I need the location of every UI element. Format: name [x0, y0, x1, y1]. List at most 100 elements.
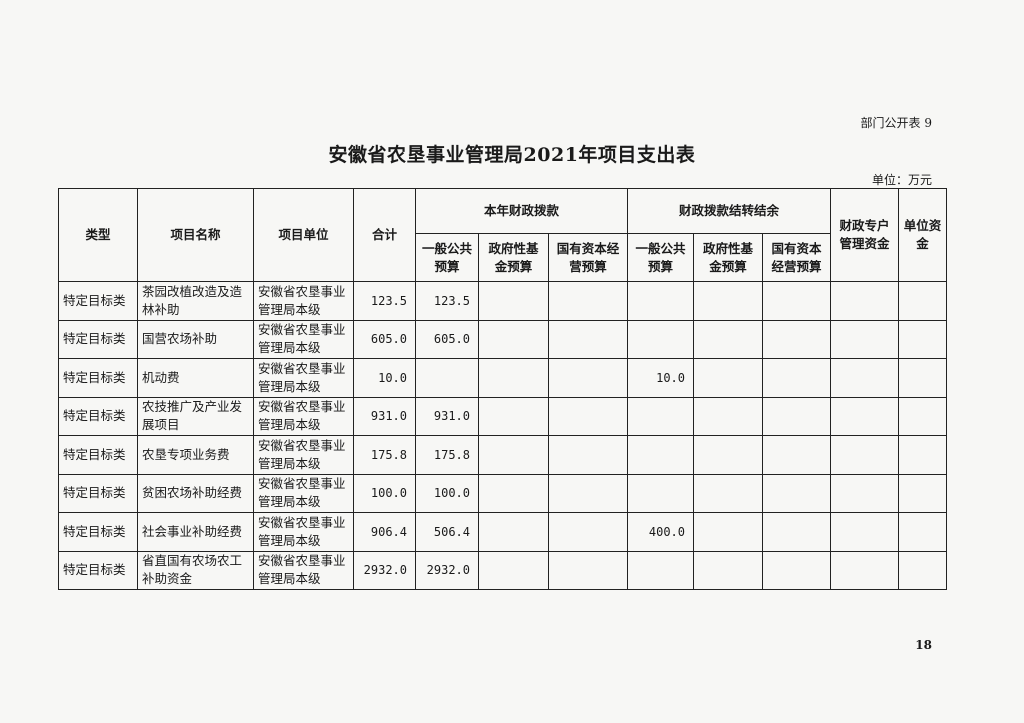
cell-unit-funds	[898, 512, 947, 552]
cell-co-general	[627, 435, 694, 475]
cell-cy-gov-fund	[478, 435, 549, 475]
cell-cy-state-capital	[548, 435, 628, 475]
cell-type: 特定目标类	[58, 319, 138, 359]
cell-cy-gov-fund	[478, 358, 549, 398]
cell-cy-gov-fund	[478, 473, 549, 513]
cell-cy-gov-fund	[478, 281, 549, 321]
cell-type: 特定目标类	[58, 396, 138, 436]
cell-cy-state-capital	[548, 358, 628, 398]
cell-project-name: 社会事业补助经费	[137, 512, 254, 552]
cell-co-gov-fund	[693, 319, 763, 359]
cell-cy-gov-fund	[478, 319, 549, 359]
unit-label: 单位：万元	[871, 173, 932, 187]
project-expenditure-table: 类型 项目名称 项目单位 合计 本年财政拨款 财政拨款结转结余 财政专户管理资金…	[58, 188, 947, 590]
cell-cy-general: 2932.0	[415, 550, 479, 590]
cell-co-state-capital	[762, 358, 831, 398]
table-row: 特定目标类 国营农场补助 安徽省农垦事业管理局本级 605.0 605.0	[58, 319, 947, 359]
header-project-name: 项目名称	[137, 188, 254, 282]
cell-cy-general: 506.4	[415, 512, 479, 552]
cell-cy-general: 100.0	[415, 473, 479, 513]
cell-project-name: 机动费	[137, 358, 254, 398]
cell-total: 605.0	[353, 319, 416, 359]
cell-cy-general: 175.8	[415, 435, 479, 475]
cell-co-state-capital	[762, 396, 831, 436]
cell-project-name: 农技推广及产业发展项目	[137, 396, 254, 436]
header-type: 类型	[58, 188, 138, 282]
cell-cy-state-capital	[548, 512, 628, 552]
cell-total: 2932.0	[353, 550, 416, 590]
cell-cy-state-capital	[548, 550, 628, 590]
cell-special-account	[830, 396, 899, 436]
cell-unit-funds	[898, 435, 947, 475]
cell-project-unit: 安徽省农垦事业管理局本级	[253, 512, 354, 552]
cell-project-unit: 安徽省农垦事业管理局本级	[253, 358, 354, 398]
cell-project-name: 贫困农场补助经费	[137, 473, 254, 513]
cell-type: 特定目标类	[58, 358, 138, 398]
form-number: 部门公开表 9	[860, 116, 932, 130]
cell-project-unit: 安徽省农垦事业管理局本级	[253, 396, 354, 436]
cell-co-gov-fund	[693, 550, 763, 590]
header-total: 合计	[353, 188, 416, 282]
cell-total: 906.4	[353, 512, 416, 552]
header-co-general: 一般公共预算	[627, 233, 694, 282]
header-co-state-capital: 国有资本经营预算	[762, 233, 831, 282]
cell-unit-funds	[898, 281, 947, 321]
cell-type: 特定目标类	[58, 435, 138, 475]
cell-project-name: 省直国有农场农工补助资金	[137, 550, 254, 590]
header-cy-general: 一般公共预算	[415, 233, 479, 282]
cell-special-account	[830, 319, 899, 359]
cell-co-general	[627, 396, 694, 436]
cell-cy-general: 123.5	[415, 281, 479, 321]
cell-unit-funds	[898, 396, 947, 436]
page-title: 安徽省农垦事业管理局2021年项目支出表	[328, 144, 696, 166]
cell-total: 10.0	[353, 358, 416, 398]
cell-cy-state-capital	[548, 281, 628, 321]
cell-cy-gov-fund	[478, 396, 549, 436]
cell-total: 175.8	[353, 435, 416, 475]
header-carryover: 财政拨款结转结余	[627, 188, 831, 234]
cell-co-state-capital	[762, 473, 831, 513]
cell-project-name: 茶园改植改造及造林补助	[137, 281, 254, 321]
cell-co-gov-fund	[693, 281, 763, 321]
table-row: 特定目标类 农技推广及产业发展项目 安徽省农垦事业管理局本级 931.0 931.0	[58, 396, 947, 436]
cell-cy-state-capital	[548, 319, 628, 359]
cell-project-unit: 安徽省农垦事业管理局本级	[253, 550, 354, 590]
cell-total: 931.0	[353, 396, 416, 436]
cell-co-state-capital	[762, 512, 831, 552]
cell-co-gov-fund	[693, 512, 763, 552]
cell-project-name: 国营农场补助	[137, 319, 254, 359]
cell-unit-funds	[898, 358, 947, 398]
cell-co-general	[627, 550, 694, 590]
cell-special-account	[830, 281, 899, 321]
cell-cy-gov-fund	[478, 550, 549, 590]
table-row: 特定目标类 茶园改植改造及造林补助 安徽省农垦事业管理局本级 123.5 123.5	[58, 281, 947, 321]
cell-co-gov-fund	[693, 358, 763, 398]
cell-cy-general: 931.0	[415, 396, 479, 436]
cell-special-account	[830, 358, 899, 398]
header-unit-funds: 单位资金	[898, 188, 947, 282]
cell-cy-general	[415, 358, 479, 398]
header-project-unit: 项目单位	[253, 188, 354, 282]
header-cy-state-capital: 国有资本经营预算	[548, 233, 628, 282]
table-row: 特定目标类 省直国有农场农工补助资金 安徽省农垦事业管理局本级 2932.0 2932.…	[58, 550, 947, 590]
cell-co-general: 400.0	[627, 512, 694, 552]
cell-co-gov-fund	[693, 435, 763, 475]
cell-cy-gov-fund	[478, 512, 549, 552]
header-special-account: 财政专户管理资金	[830, 188, 899, 282]
cell-special-account	[830, 435, 899, 475]
cell-project-unit: 安徽省农垦事业管理局本级	[253, 435, 354, 475]
table-row: 特定目标类 农垦专项业务费 安徽省农垦事业管理局本级 175.8 175.8	[58, 435, 947, 475]
cell-special-account	[830, 550, 899, 590]
cell-co-state-capital	[762, 319, 831, 359]
cell-total: 100.0	[353, 473, 416, 513]
cell-co-general: 10.0	[627, 358, 694, 398]
header-co-gov-fund: 政府性基金预算	[693, 233, 763, 282]
header-cy-gov-fund: 政府性基金预算	[478, 233, 549, 282]
cell-special-account	[830, 473, 899, 513]
cell-unit-funds	[898, 319, 947, 359]
header-current-year: 本年财政拨款	[415, 188, 628, 234]
cell-co-state-capital	[762, 281, 831, 321]
cell-type: 特定目标类	[58, 473, 138, 513]
cell-type: 特定目标类	[58, 512, 138, 552]
cell-co-state-capital	[762, 550, 831, 590]
